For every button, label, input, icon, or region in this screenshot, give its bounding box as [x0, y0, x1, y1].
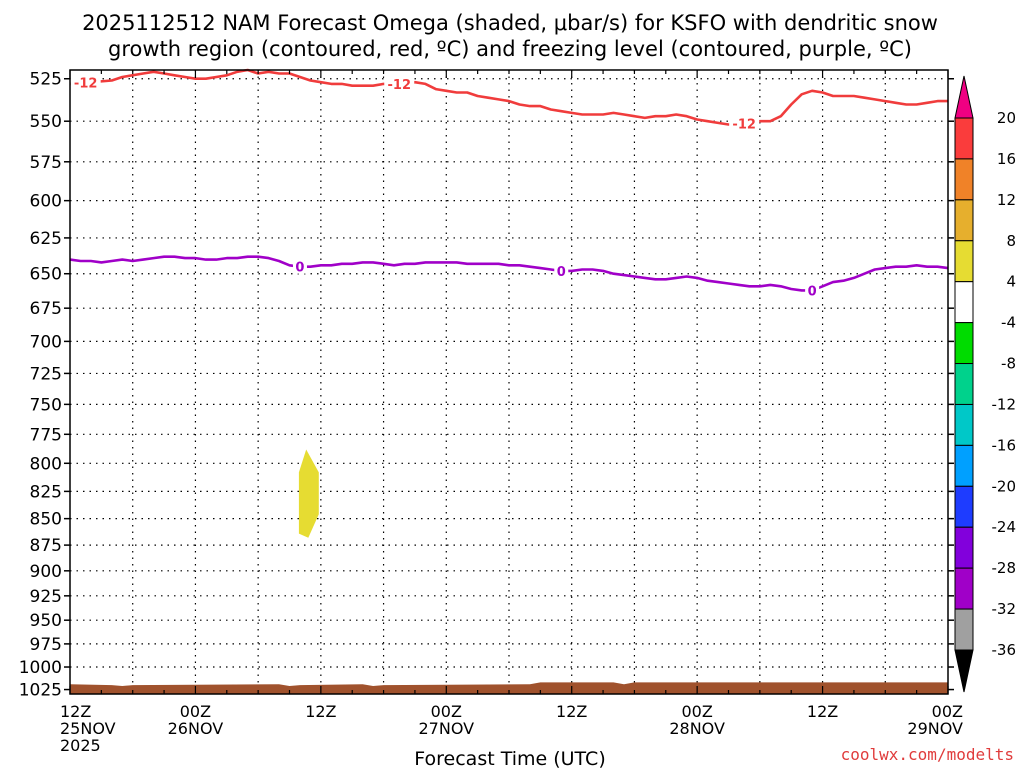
y-tick-label: 775: [30, 425, 62, 445]
y-tick-label: 725: [30, 364, 62, 384]
y-tick-label: 900: [30, 562, 62, 582]
y-tick-label: 950: [30, 611, 62, 631]
colorbar-bin: [954, 363, 974, 405]
x-tick-group: 12Z: [807, 702, 838, 721]
y-tick-label: 850: [30, 510, 62, 530]
y-tick-label: 650: [30, 265, 62, 285]
colorbar-label: -24: [992, 518, 1017, 536]
contour-label: -12: [74, 77, 98, 92]
x-tick-label: 00Z: [431, 702, 462, 721]
y-tick-label: 975: [30, 635, 62, 655]
chart-title-line-1: 2025112512 NAM Forecast Omega (shaded, μ…: [82, 11, 938, 35]
colorbar-bin: [954, 444, 974, 487]
colorbar-bin: [954, 158, 974, 201]
colorbar-bin: [954, 240, 974, 283]
colorbar: 20 16 12 8 4 -4 -8 -12 -16 -20 -24 -28 -32 -36: [954, 75, 1017, 693]
colorbar-label: -8: [1001, 355, 1016, 373]
colorbar-label: 4: [1006, 273, 1016, 291]
colorbar-label: -32: [992, 600, 1017, 618]
omega-shading: [298, 449, 319, 538]
grid: [70, 70, 948, 694]
x-tick-label: 12Z: [807, 702, 838, 721]
y-tick-label: 600: [30, 192, 62, 212]
colorbar-bin: [954, 117, 974, 160]
x-tick-label: 27NOV: [418, 719, 474, 738]
y-tick-label: 575: [30, 153, 62, 173]
y-tick-label: 1025: [19, 681, 62, 701]
x-tick-label: 26NOV: [168, 719, 224, 738]
colorbar-label: -20: [992, 477, 1017, 495]
contours: -12 -12 -12 0 0 0: [69, 68, 949, 299]
colorbar-bin: [954, 322, 974, 365]
colorbar-bin: [954, 526, 974, 569]
y-axis: 525 550 575 600 625 650 675 700 725 750 775 800 825 8…: [19, 70, 954, 701]
colorbar-bin: [954, 608, 974, 651]
colorbar-label: 16: [997, 150, 1016, 168]
colorbar-label: -4: [1001, 314, 1016, 332]
colorbar-label: 20: [997, 109, 1016, 127]
x-tick-group: 12Z: [556, 702, 587, 721]
x-tick-label: 12Z: [305, 702, 336, 721]
y-tick-label: 550: [30, 112, 62, 132]
colorbar-label: -12: [992, 395, 1017, 413]
colorbar-bin: [954, 485, 974, 528]
colorbar-bin: [954, 281, 974, 324]
y-tick-label: 800: [30, 454, 62, 474]
colorbar-label: -36: [992, 641, 1017, 659]
x-tick-label: 00Z: [932, 702, 963, 721]
x-tick-label: 00Z: [681, 702, 712, 721]
chart-title-line-2: growth region (contoured, red, ºC) and f…: [108, 37, 912, 61]
x-tick-group: 12Z: [305, 702, 336, 721]
x-tick-label: 12Z: [556, 702, 587, 721]
y-tick-label: 625: [30, 229, 62, 249]
y-tick-label: 675: [30, 299, 62, 319]
colorbar-max-arrow: [954, 75, 974, 119]
x-tick-label: 29NOV: [907, 719, 963, 738]
omega-shaded-region: [298, 449, 319, 538]
colorbar-label: -28: [992, 559, 1017, 577]
colorbar-min-arrow: [954, 649, 974, 693]
colorbar-bin: [954, 199, 974, 242]
contour-label: 0: [808, 284, 817, 299]
contour-line--12: [69, 68, 948, 126]
contour-label-bg: [384, 76, 415, 91]
y-tick-label: 750: [30, 395, 62, 415]
contour-label: -12: [388, 78, 412, 93]
contour-label-bg: [70, 75, 101, 90]
x-tick-label: 28NOV: [669, 719, 725, 738]
contour-line-0: [69, 255, 949, 292]
contour-label-bg: [554, 263, 569, 278]
credit-text: coolwx.com/modelts: [841, 745, 1014, 764]
y-tick-label: 700: [30, 332, 62, 352]
colorbar-label: 12: [997, 191, 1016, 209]
contour-label: 0: [295, 261, 304, 276]
contour-label-bg: [805, 283, 820, 298]
contour-label-bg: [729, 116, 760, 131]
y-tick-label: 1000: [19, 658, 62, 678]
y-tick-label: 925: [30, 587, 62, 607]
colorbar-label: 8: [1006, 232, 1016, 250]
x-tick-label: 12Z: [60, 702, 91, 721]
colorbar-label: -16: [992, 436, 1017, 454]
contour-label: 0: [557, 265, 566, 280]
contour-label-bg: [292, 259, 307, 274]
x-tick-label: 2025: [60, 736, 101, 755]
y-tick-label: 875: [30, 536, 62, 556]
x-axis-title: Forecast Time (UTC): [414, 748, 605, 768]
y-tick-label: 525: [30, 70, 62, 90]
contour-label: -12: [732, 118, 756, 133]
colorbar-bin: [954, 403, 974, 446]
colorbar-bin: [954, 567, 974, 610]
y-tick-label: 825: [30, 482, 62, 502]
x-tick-label: 00Z: [180, 702, 211, 721]
x-tick-label: 25NOV: [60, 719, 116, 738]
